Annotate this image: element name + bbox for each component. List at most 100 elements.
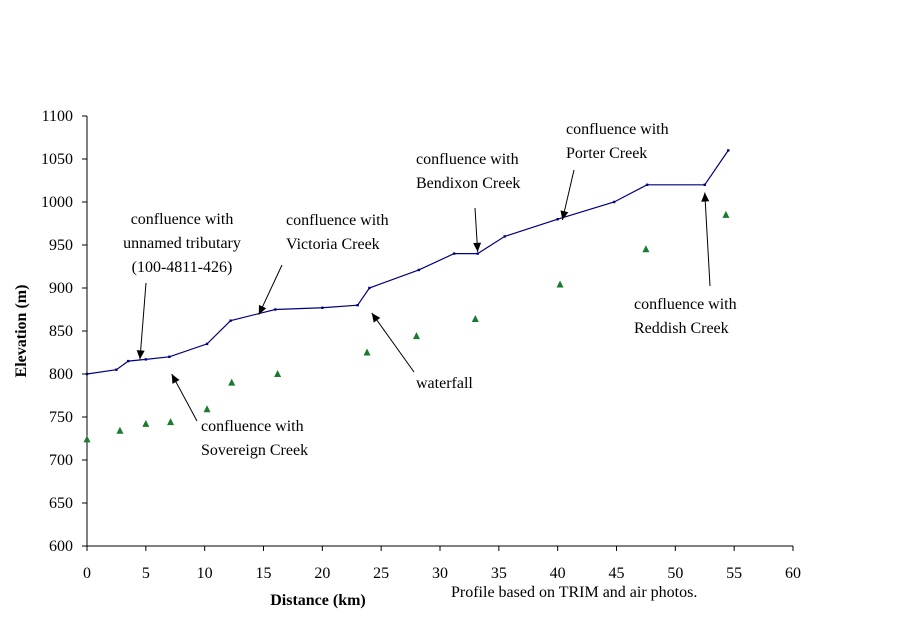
y-tick-label: 900 [49, 280, 73, 297]
x-tick-label: 55 [726, 565, 742, 582]
y-tick-label: 750 [49, 409, 73, 426]
x-tick-label: 0 [83, 565, 91, 582]
annotation-arrow-head [258, 304, 267, 315]
profile-line [86, 150, 729, 375]
annotation-text: confluence with [201, 418, 304, 435]
annotation-text: Porter Creek [566, 145, 647, 162]
x-tick-label: 40 [550, 565, 566, 582]
x-tick-label: 5 [142, 565, 150, 582]
scatter-point [83, 435, 91, 443]
annotation-arrow-head [136, 350, 145, 360]
y-tick-label: 850 [49, 323, 73, 340]
profile-vertex [452, 252, 456, 255]
profile-vertex [168, 355, 171, 358]
scatter-point [412, 332, 420, 340]
annotation-text: confluence with [566, 121, 669, 138]
profile-vertex [612, 200, 616, 204]
profile-vertex [144, 358, 148, 361]
profile-vertex [727, 149, 730, 152]
x-tick-label: 15 [256, 565, 272, 582]
y-axis-title: Elevation (m) [13, 285, 30, 378]
scatter-point [228, 378, 236, 386]
annotation-text: (100-4811-426) [132, 259, 233, 276]
profile-vertex [229, 319, 232, 322]
annotation-arrow-head [371, 312, 381, 323]
annotation: confluence with Reddish Creek [634, 192, 737, 337]
x-tick-label: 10 [197, 565, 213, 582]
y-tick-label: 950 [49, 237, 73, 254]
annotation-text: Bendixon Creek [416, 175, 520, 192]
profile-vertex [85, 372, 89, 376]
scatter-point [471, 314, 479, 322]
annotation-text: confluence with [634, 296, 737, 313]
scatter-point [142, 419, 150, 427]
annotations: confluence with unnamed tributary (100-481… [123, 121, 737, 459]
source-note: Profile based on TRIM and air photos. [451, 584, 697, 601]
y-tick-label: 800 [49, 366, 73, 383]
profile-vertex [703, 183, 706, 186]
y-tick-label: 700 [49, 452, 73, 469]
annotation-arrow-shaft [258, 264, 283, 315]
annotation-arrow-shaft [371, 312, 415, 373]
y-tick-label: 1100 [42, 108, 73, 125]
annotation-text: Victoria Creek [286, 236, 380, 253]
scatter-point [274, 370, 282, 377]
annotation-text: confluence with [416, 151, 519, 168]
profile-vertex [321, 306, 324, 309]
annotation-text: Sovereign Creek [201, 442, 308, 459]
scatter-point [116, 426, 124, 434]
annotation-arrow-head [560, 210, 569, 221]
annotation-arrow-head [701, 192, 710, 202]
x-tick-label: 25 [373, 565, 389, 582]
x-tick-label: 50 [667, 565, 683, 582]
annotation-text: unnamed tributary [123, 235, 241, 252]
profile-vertex [503, 235, 506, 238]
scatter-point [556, 280, 564, 288]
profile-vertex [556, 218, 559, 221]
profile-vertex [274, 308, 277, 311]
scatter-point [363, 348, 371, 356]
y-tick-label: 1000 [41, 194, 73, 211]
profile-vertex [356, 304, 359, 307]
annotation-arrow-shaft [704, 192, 711, 287]
annotation: confluence with Sovereign Creek [171, 373, 308, 459]
profile-vertex [115, 368, 118, 371]
profile-vertex [417, 268, 421, 272]
annotation-text: confluence with [286, 212, 389, 229]
annotation-text: waterfall [416, 375, 473, 392]
y-tick-label: 1050 [41, 151, 73, 168]
y-ticks: 600 650 700 750 800 850 900 950 1000 1050 1100 [41, 108, 87, 555]
annotation: confluence with Porter Creek [560, 121, 669, 221]
annotation: confluence with Victoria Creek [258, 212, 389, 315]
profile-vertex [645, 183, 649, 186]
annotation-arrow-head [473, 242, 482, 252]
profile-line-group [85, 149, 730, 376]
scatter-markers [83, 210, 730, 443]
annotation: confluence with Bendixon Creek [416, 151, 520, 252]
scatter-point [642, 245, 650, 253]
scatter-point [722, 210, 730, 218]
annotation: waterfall [371, 312, 473, 392]
x-axis-title: Distance (km) [270, 592, 366, 609]
scatter-point [167, 418, 175, 426]
y-tick-label: 600 [49, 538, 73, 555]
x-tick-label: 45 [609, 565, 625, 582]
profile-vertex [205, 342, 209, 346]
x-ticks: 0 5 10 15 20 25 30 35 40 45 50 55 60 [83, 546, 801, 582]
annotation-arrow-head [171, 374, 180, 384]
profile-vertex [126, 359, 130, 363]
annotation: confluence with unnamed tributary (100-481… [123, 211, 241, 360]
annotation-arrow-shaft [139, 282, 147, 360]
scatter-point [203, 405, 211, 413]
x-tick-label: 20 [314, 565, 330, 582]
x-tick-label: 30 [432, 565, 448, 582]
y-tick-label: 650 [49, 495, 73, 512]
x-tick-label: 35 [491, 565, 507, 582]
profile-vertex [476, 252, 479, 255]
profile-vertex [368, 286, 371, 290]
annotation-text: confluence with [131, 211, 234, 228]
x-tick-label: 60 [785, 565, 801, 582]
annotation-text: Reddish Creek [634, 320, 729, 337]
